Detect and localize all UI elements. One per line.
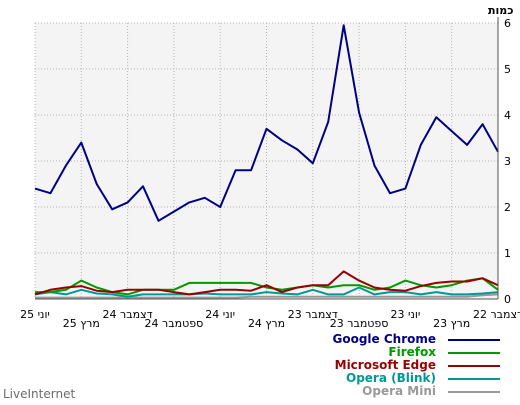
x-tick-label: מרץ 23 — [433, 317, 470, 330]
x-tick-label: יוני 23 — [390, 308, 420, 321]
legend-label: Microsoft Edge — [334, 358, 436, 372]
series-line-opera-blink — [34, 286, 499, 298]
axes: 0 1 2 3 4 5 6 יוני 25 דצמבר 24 יוני 24 דצמבר 23 יונ… — [20, 17, 520, 330]
legend-swatch — [448, 391, 500, 393]
legend: Google Chrome Firefox Microsoft Edge Ope… — [268, 333, 508, 398]
x-tick-label: ספטמבר 24 — [145, 317, 204, 330]
series-line-opera-mini — [35, 293, 499, 299]
x-tick-label: ספטמבר 23 — [330, 317, 389, 330]
y-tick-label: 0 — [504, 293, 511, 306]
legend-item-opera-blink: Opera (Blink) — [268, 372, 508, 385]
legend-swatch — [448, 352, 500, 354]
y-tick-label: 4 — [504, 109, 511, 122]
legend-item-chrome: Google Chrome — [268, 333, 508, 346]
y-tick-label: 3 — [504, 155, 511, 168]
series-line-google-chrome — [34, 24, 499, 222]
legend-label: Google Chrome — [332, 332, 436, 346]
legend-item-firefox: Firefox — [268, 346, 508, 359]
series-line-microsoft-edge — [34, 270, 499, 296]
x-tick-label: דצמבר 22 — [473, 308, 520, 321]
x-tick-label: דצמבר 24 — [103, 308, 153, 321]
legend-item-opera-mini: Opera Mini — [268, 385, 508, 398]
x-tick-label: יוני 24 — [205, 308, 235, 321]
legend-label: Firefox — [388, 345, 436, 359]
legend-label: Opera Mini — [362, 384, 436, 398]
legend-swatch — [448, 378, 500, 380]
x-tick-label: דצמבר 23 — [288, 308, 338, 321]
legend-label: Opera (Blink) — [346, 371, 436, 385]
legend-swatch — [448, 365, 500, 367]
y-tick-label: 5 — [504, 63, 511, 76]
x-tick-label: יוני 25 — [20, 308, 50, 321]
brand-label: LiveInternet — [3, 387, 76, 401]
legend-swatch — [448, 339, 500, 341]
series-lines — [34, 24, 499, 299]
y-axis-label: כמות — [488, 4, 513, 17]
y-tick-label: 1 — [504, 247, 511, 260]
legend-item-edge: Microsoft Edge — [268, 359, 508, 372]
x-tick-label: מרץ 24 — [248, 317, 285, 330]
y-tick-label: 6 — [504, 17, 511, 30]
y-tick-label: 2 — [504, 201, 511, 214]
x-tick-label: מרץ 25 — [63, 317, 100, 330]
